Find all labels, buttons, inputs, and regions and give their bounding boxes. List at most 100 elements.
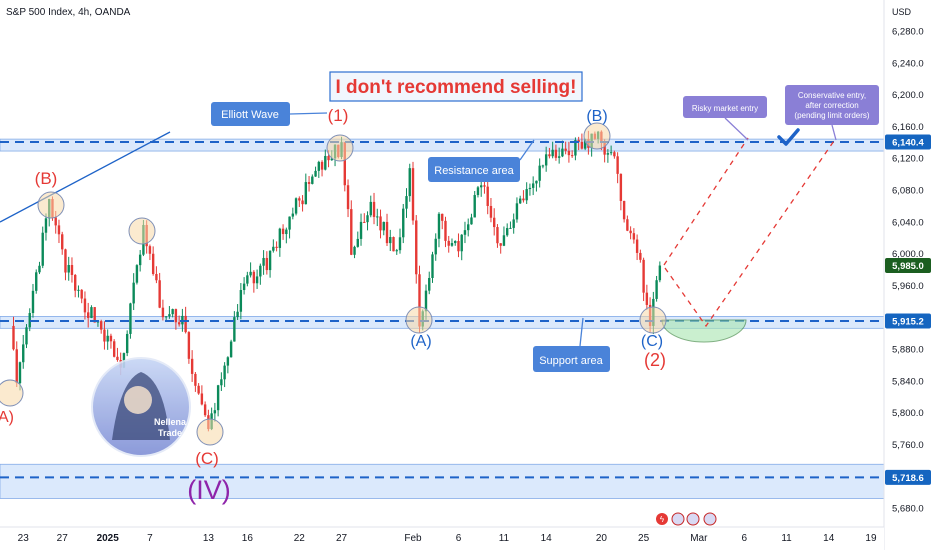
candle-body: [44, 218, 48, 233]
candle-body: [639, 252, 642, 260]
callout-pointer: [519, 139, 535, 161]
candle-body: [551, 149, 554, 157]
pivot-marker: [0, 379, 24, 407]
wave-label-b-left: (B): [35, 169, 58, 188]
callout-support-text: Support area: [539, 355, 603, 367]
zone-band: [0, 463, 885, 499]
candle-body: [242, 283, 246, 291]
candle-body: [252, 271, 256, 284]
candle-body: [265, 257, 269, 271]
candle-body: [363, 221, 366, 223]
candle-body: [268, 250, 272, 271]
price-tick-label: 5,680.0: [892, 504, 924, 515]
candle-body: [187, 332, 191, 359]
candle-body: [557, 156, 561, 158]
callout-pointer: [579, 317, 584, 347]
candle-body: [38, 265, 41, 273]
candle-body: [15, 349, 18, 384]
candle-body: [541, 165, 545, 167]
candle-body: [629, 230, 632, 234]
annotations: I don't recommend selling! Elliott Wave …: [0, 71, 879, 505]
candle-body: [350, 209, 353, 255]
time-tick-label: 2025: [97, 533, 120, 544]
candle-body: [226, 357, 230, 366]
candle-body: [376, 216, 379, 218]
time-tick-label: 23: [18, 533, 30, 544]
author-logo: Nellena Trade: [91, 357, 191, 457]
candle-body: [77, 289, 80, 291]
target-zone: [661, 319, 747, 343]
price-tick-label: 5,760.0: [892, 440, 924, 451]
candle-body: [535, 180, 538, 184]
candle-body: [330, 158, 333, 161]
pivot-marker: [326, 134, 354, 162]
headline: I don't recommend selling!: [336, 77, 577, 98]
candle-body: [203, 404, 207, 416]
candle-body: [454, 240, 457, 244]
wave-label-2: (2): [644, 350, 666, 370]
candle-body: [31, 290, 35, 314]
candle-body: [512, 219, 515, 228]
callout-conservative-line2: after correction: [805, 101, 858, 110]
callout-resistance: [428, 157, 520, 182]
logo-text-line1: Nellena: [154, 417, 187, 427]
pivot-marker: [405, 306, 433, 334]
candle-body: [320, 161, 324, 170]
candle-body: [431, 254, 434, 278]
price-tag: [885, 469, 931, 485]
candle-body: [70, 265, 74, 275]
candle-body: [285, 229, 288, 235]
candle-body: [366, 215, 369, 223]
headline-box: [329, 71, 583, 102]
candle-body: [262, 257, 265, 266]
candle-body: [278, 228, 282, 248]
candle-body: [161, 307, 165, 318]
candle-body: [603, 142, 606, 155]
economic-events[interactable]: ϟ: [656, 512, 717, 526]
candle-body: [531, 183, 535, 188]
candle-body: [99, 321, 103, 330]
candle-body: [194, 373, 197, 386]
callout-pointer: [724, 117, 749, 141]
candle-body: [570, 155, 574, 157]
candle-body: [12, 325, 15, 350]
time-tick-label: 25: [638, 533, 650, 544]
candle-body: [184, 315, 187, 333]
candle-body: [619, 173, 623, 201]
price-tag-label: 6,140.4: [892, 137, 924, 148]
price-tag: [885, 313, 931, 329]
svg-text:ϟ: ϟ: [660, 515, 665, 524]
candle-body: [301, 200, 304, 205]
candle-body: [106, 335, 109, 342]
candle-body: [356, 238, 359, 247]
candle-body: [307, 182, 311, 184]
candle-body: [64, 249, 67, 273]
time-axis[interactable]: [0, 526, 884, 550]
candle-body: [463, 230, 467, 235]
callout-risky-text: Risky market entry: [692, 104, 758, 113]
candle-body: [434, 238, 437, 255]
pivot-marker: [196, 418, 224, 446]
candle-body: [616, 156, 619, 174]
price-axis[interactable]: USD: [883, 0, 932, 550]
candle-body: [402, 208, 405, 238]
price-tag-label: 5,718.6: [892, 473, 924, 484]
candle-body: [171, 309, 174, 315]
candle-body: [567, 150, 571, 156]
candle-body: [298, 198, 301, 201]
price-tick-label: 6,160.0: [892, 122, 924, 133]
candle-body: [441, 213, 444, 221]
candle-body: [372, 201, 376, 217]
candle-body: [528, 187, 532, 190]
candle-body: [93, 307, 96, 323]
candle-body: [353, 246, 356, 255]
price-tags: 6,140.4 5,985.0 5,915.2 5,718.6: [885, 134, 931, 485]
candle-body: [658, 265, 662, 281]
candle-body: [382, 221, 385, 231]
candle-body: [148, 246, 152, 254]
price-tick-label: 6,120.0: [892, 154, 924, 165]
candle-body: [28, 313, 31, 328]
candle-body: [544, 154, 548, 166]
pivot-marker: [583, 122, 611, 150]
